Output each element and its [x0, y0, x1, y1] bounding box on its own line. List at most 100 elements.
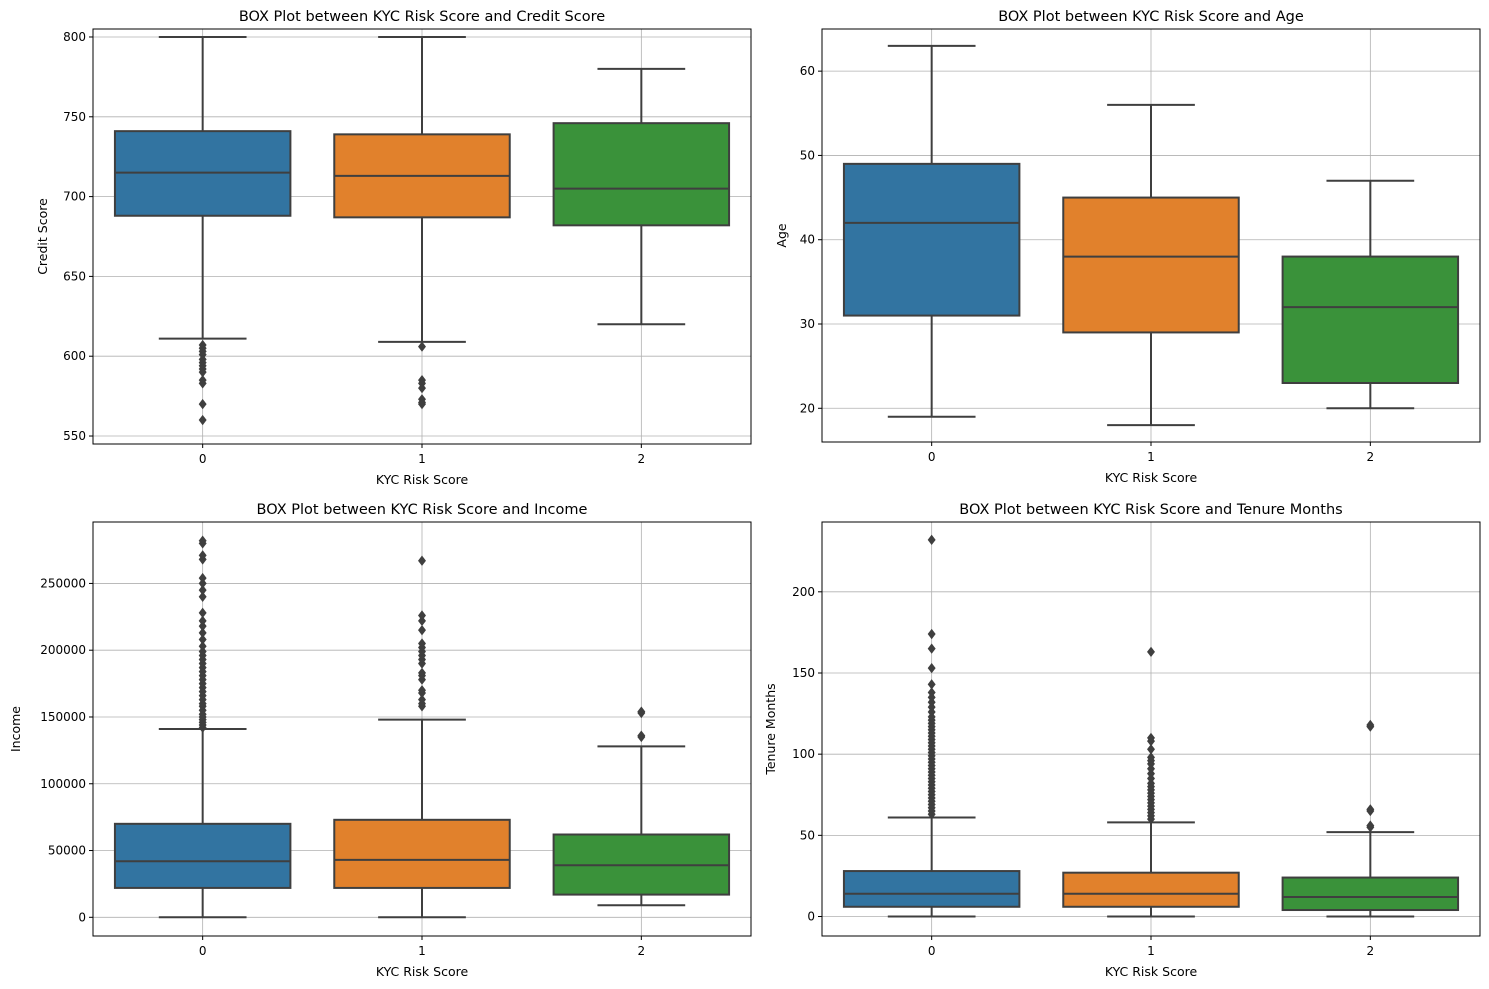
y-tick-label: 700 [63, 190, 86, 204]
box-iqr [1281, 876, 1460, 912]
y-tick-label: 0 [807, 910, 815, 924]
outlier-point [418, 341, 426, 352]
outlier-point [198, 414, 207, 426]
outlier-point [418, 615, 426, 626]
outlier-point [418, 382, 426, 394]
x-tick-label: 0 [199, 944, 207, 958]
box-group-0 [842, 534, 1021, 918]
y-tick-label: 800 [63, 30, 86, 44]
chart-title: BOX Plot between KYC Risk Score and Inco… [257, 502, 588, 518]
y-axis-label: Income [8, 706, 23, 752]
outlier-point [927, 687, 936, 698]
box-group-1 [1062, 103, 1240, 427]
outlier-point [198, 550, 207, 561]
outlier-point [198, 627, 207, 639]
box-group-1 [333, 35, 511, 410]
box-iqr [1062, 196, 1240, 334]
x-tick-label: 2 [1367, 944, 1375, 958]
y-tick-label: 600 [63, 349, 86, 363]
y-tick-label: 0 [78, 910, 86, 924]
y-tick-label: 200000 [40, 643, 86, 657]
x-tick-label: 1 [418, 944, 426, 958]
chart-panel-4: 0 50 100 150 200 0 1 2 BOX Plot between KYC Risk… [763, 502, 1481, 979]
outlier-point [1147, 646, 1155, 658]
y-tick-label: 650 [63, 269, 86, 283]
outlier-point [198, 607, 207, 618]
outlier-point [927, 534, 936, 546]
box-iqr [842, 162, 1021, 317]
y-tick-label: 60 [800, 64, 815, 78]
outlier-point [198, 641, 207, 652]
y-tick-label: 250000 [40, 576, 86, 590]
outlier-point [1366, 804, 1375, 815]
box-iqr [552, 122, 731, 227]
y-axis-label: Credit Score [35, 198, 50, 275]
outlier-point [198, 584, 207, 596]
box-group-0 [842, 44, 1021, 418]
y-tick-label: 50000 [48, 844, 86, 858]
outlier-point [927, 662, 936, 674]
outlier-point [198, 646, 207, 657]
x-axis-label: KYC Risk Score [1105, 470, 1198, 485]
y-tick-label: 50 [800, 148, 815, 162]
chart-panel-1: 550 600 650 700 750 800 0 1 2 BOX Plot between KY… [35, 9, 752, 487]
y-tick-label: 40 [800, 233, 815, 247]
box-group-2 [552, 706, 731, 907]
outlier-point [198, 578, 207, 589]
y-axis-label: Tenure Months [763, 683, 778, 775]
x-tick-label: 2 [638, 452, 646, 466]
y-tick-label: 150 [792, 666, 815, 680]
chart-title: BOX Plot between KYC Risk Score and Age [998, 9, 1304, 25]
outlier-point [1147, 752, 1155, 763]
x-tick-label: 0 [928, 450, 936, 464]
x-axis-label: KYC Risk Score [376, 964, 469, 979]
outlier-point [927, 628, 936, 640]
outlier-point [198, 535, 207, 546]
x-tick-label: 0 [199, 452, 207, 466]
chart-panel-2: 20 30 40 50 60 0 1 2 BOX Plot between KYC Risk S… [774, 9, 1481, 485]
x-tick-label: 1 [1147, 944, 1155, 958]
x-tick-label: 1 [418, 452, 426, 466]
outlier-point [1147, 744, 1155, 755]
x-tick-label: 2 [638, 944, 646, 958]
outlier-point [198, 572, 207, 584]
outlier-point [418, 555, 426, 566]
x-axis-label: KYC Risk Score [376, 472, 469, 487]
outlier-point [927, 679, 936, 690]
y-tick-label: 20 [800, 401, 815, 415]
outlier-point [418, 398, 426, 410]
outlier-point [637, 706, 646, 717]
outlier-point [1366, 820, 1375, 831]
box-group-2 [1281, 179, 1460, 410]
box-iqr [113, 822, 292, 889]
x-tick-label: 1 [1147, 450, 1155, 464]
outlier-point [418, 610, 426, 621]
y-tick-label: 100 [792, 747, 815, 761]
box-group-2 [1281, 719, 1460, 918]
outlier-point [198, 398, 207, 410]
x-tick-label: 0 [928, 944, 936, 958]
outlier-point [927, 643, 936, 654]
y-tick-label: 750 [63, 110, 86, 124]
outlier-point [418, 694, 426, 705]
box-group-2 [552, 67, 731, 326]
box-iqr [333, 818, 511, 889]
box-group-0 [113, 35, 292, 426]
outlier-point [1147, 732, 1155, 744]
y-tick-label: 200 [792, 585, 815, 599]
box-group-0 [113, 535, 292, 919]
y-tick-label: 100000 [40, 777, 86, 791]
outlier-point [198, 634, 207, 645]
x-tick-label: 2 [1367, 450, 1375, 464]
y-tick-label: 150000 [40, 710, 86, 724]
y-tick-label: 550 [63, 429, 86, 443]
y-axis-label: Age [774, 223, 789, 247]
outlier-point [198, 378, 207, 389]
x-axis-label: KYC Risk Score [1105, 964, 1198, 979]
outlier-point [198, 620, 207, 632]
outlier-point [418, 625, 426, 636]
box-group-1 [1062, 646, 1240, 918]
outlier-point [418, 667, 426, 679]
outlier-point [637, 730, 646, 741]
